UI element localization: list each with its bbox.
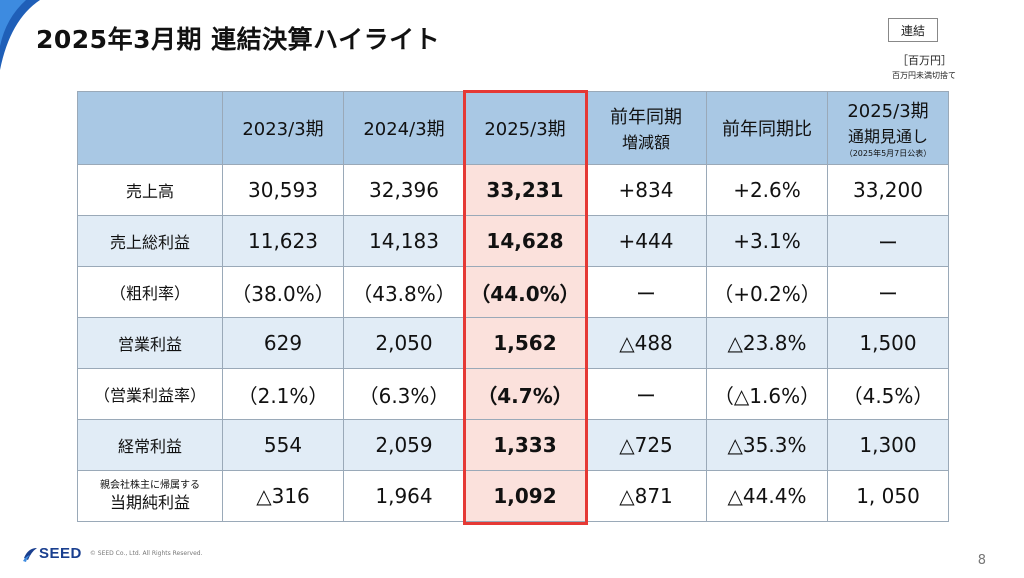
table-cell: +834 xyxy=(585,164,707,216)
table-cell: ー xyxy=(827,215,949,267)
table-cell: 33,231 xyxy=(464,164,586,216)
table-cell: （38.0%） xyxy=(222,266,344,318)
unit-note: 百万円未満切捨て xyxy=(892,71,956,80)
table-cell: △23.8% xyxy=(706,317,828,369)
table-cell: △488 xyxy=(585,317,707,369)
table-row: 営業利益 629 2,050 1,562 △488 △23.8% 1,500 xyxy=(77,317,949,369)
unit-label: ［百万円］ xyxy=(897,54,952,67)
table-cell: ー xyxy=(585,266,707,318)
table-cell: 14,628 xyxy=(464,215,586,267)
table-row: 親会社株主に帰属する 当期純利益 △316 1,964 1,092 △871 △44.4% 1… xyxy=(77,470,949,522)
row-label: （粗利率） xyxy=(77,266,223,318)
table-cell: （43.8%） xyxy=(343,266,465,318)
table-cell: （4.5%） xyxy=(827,368,949,420)
table-body: 売上高 30,593 32,396 33,231 +834 +2.6% 33,200 売上総利… xyxy=(77,164,949,522)
row-label: 売上総利益 xyxy=(77,215,223,267)
table-cell: （4.7%） xyxy=(464,368,586,420)
table-cell: 32,396 xyxy=(343,164,465,216)
financial-highlights-table: 2023/3期 2024/3期 2025/3期 前年同期 増減額 前年同期比 2025/3期… xyxy=(77,91,949,522)
row-label: 経常利益 xyxy=(77,419,223,471)
row-label-text: 当期純利益 xyxy=(109,493,190,512)
table-cell: ー xyxy=(585,368,707,420)
column-header-note: （2025年5月7日公表） xyxy=(844,149,932,158)
table-cell: （△1.6%） xyxy=(706,368,828,420)
column-header-label: 2025/3期 xyxy=(847,101,929,122)
table-cell: △725 xyxy=(585,419,707,471)
table-cell: 1,333 xyxy=(464,419,586,471)
footer-logo: SEED © SEED Co., Ltd. All Rights Reserve… xyxy=(22,545,203,562)
table-row: （粗利率） （38.0%） （43.8%） （44.0%）ー（+0.2%）ー xyxy=(77,266,949,318)
table-cell: 1,300 xyxy=(827,419,949,471)
table-cell: 1,500 xyxy=(827,317,949,369)
column-header: 前年同期比 xyxy=(706,91,828,165)
corner-swoosh-decoration xyxy=(0,0,40,70)
seed-logo-icon xyxy=(23,547,37,562)
table-cell: +444 xyxy=(585,215,707,267)
row-label: 親会社株主に帰属する当期純利益 xyxy=(77,470,223,522)
row-label: 営業利益 xyxy=(77,317,223,369)
column-header-sublabel: 通期見通し xyxy=(847,127,928,146)
page-title: 2025年3月期 連結決算ハイライト xyxy=(36,25,441,54)
table-cell: ー xyxy=(827,266,949,318)
page-number: 8 xyxy=(977,553,986,568)
table-cell: △316 xyxy=(222,470,344,522)
column-header-sublabel: 増減額 xyxy=(621,133,670,152)
table-cell: +2.6% xyxy=(706,164,828,216)
column-header xyxy=(77,91,223,165)
logo-text: SEED xyxy=(39,545,82,562)
column-header: 2024/3期 xyxy=(343,91,465,165)
table-cell: 1,964 xyxy=(343,470,465,522)
table-row: 売上総利益 11,623 14,183 14,628 +444 +3.1% ー xyxy=(77,215,949,267)
table-cell: 2,050 xyxy=(343,317,465,369)
table-cell: 554 xyxy=(222,419,344,471)
table-row: 経常利益 554 2,059 1,333 △725 △35.3% 1,300 xyxy=(77,419,949,471)
table-cell: （6.3%） xyxy=(343,368,465,420)
column-header-label: 2025/3期 xyxy=(484,119,566,140)
table-cell: 2,059 xyxy=(343,419,465,471)
row-label-prefix: 親会社株主に帰属する xyxy=(100,480,200,491)
table-cell: 11,623 xyxy=(222,215,344,267)
table-header-row: 2023/3期 2024/3期 2025/3期 前年同期 増減額 前年同期比 2025/3期… xyxy=(77,91,949,165)
column-header: 2025/3期 通期見通し （2025年5月7日公表） xyxy=(827,91,949,165)
column-header-label: 2023/3期 xyxy=(242,119,324,140)
table-cell: （2.1%） xyxy=(222,368,344,420)
table-cell: △44.4% xyxy=(706,470,828,522)
table-cell: +3.1% xyxy=(706,215,828,267)
copyright-text: © SEED Co., Ltd. All Rights Reserved. xyxy=(89,550,203,557)
consolidated-badge: 連結 xyxy=(888,18,938,42)
table-cell: 1,562 xyxy=(464,317,586,369)
table-cell: 33,200 xyxy=(827,164,949,216)
column-header-label: 2024/3期 xyxy=(363,119,445,140)
row-label: 売上高 xyxy=(77,164,223,216)
table-cell: 1,092 xyxy=(464,470,586,522)
column-header: 前年同期 増減額 xyxy=(585,91,707,165)
table-cell: 14,183 xyxy=(343,215,465,267)
column-header-label: 前年同期 xyxy=(610,107,682,128)
table-cell: （+0.2%） xyxy=(706,266,828,318)
table-cell: △35.3% xyxy=(706,419,828,471)
table-cell: 30,593 xyxy=(222,164,344,216)
table-cell: 629 xyxy=(222,317,344,369)
column-header: 2025/3期 xyxy=(464,91,586,165)
table-cell: （44.0%） xyxy=(464,266,586,318)
table-cell: 1, 050 xyxy=(827,470,949,522)
row-label: （営業利益率） xyxy=(77,368,223,420)
column-header: 2023/3期 xyxy=(222,91,344,165)
column-header-label: 前年同期比 xyxy=(722,119,812,140)
table-row: 売上高 30,593 32,396 33,231 +834 +2.6% 33,200 xyxy=(77,164,949,216)
table-row: （営業利益率） （2.1%） （6.3%） （4.7%）ー（△1.6%） （4.5%） xyxy=(77,368,949,420)
table-cell: △871 xyxy=(585,470,707,522)
